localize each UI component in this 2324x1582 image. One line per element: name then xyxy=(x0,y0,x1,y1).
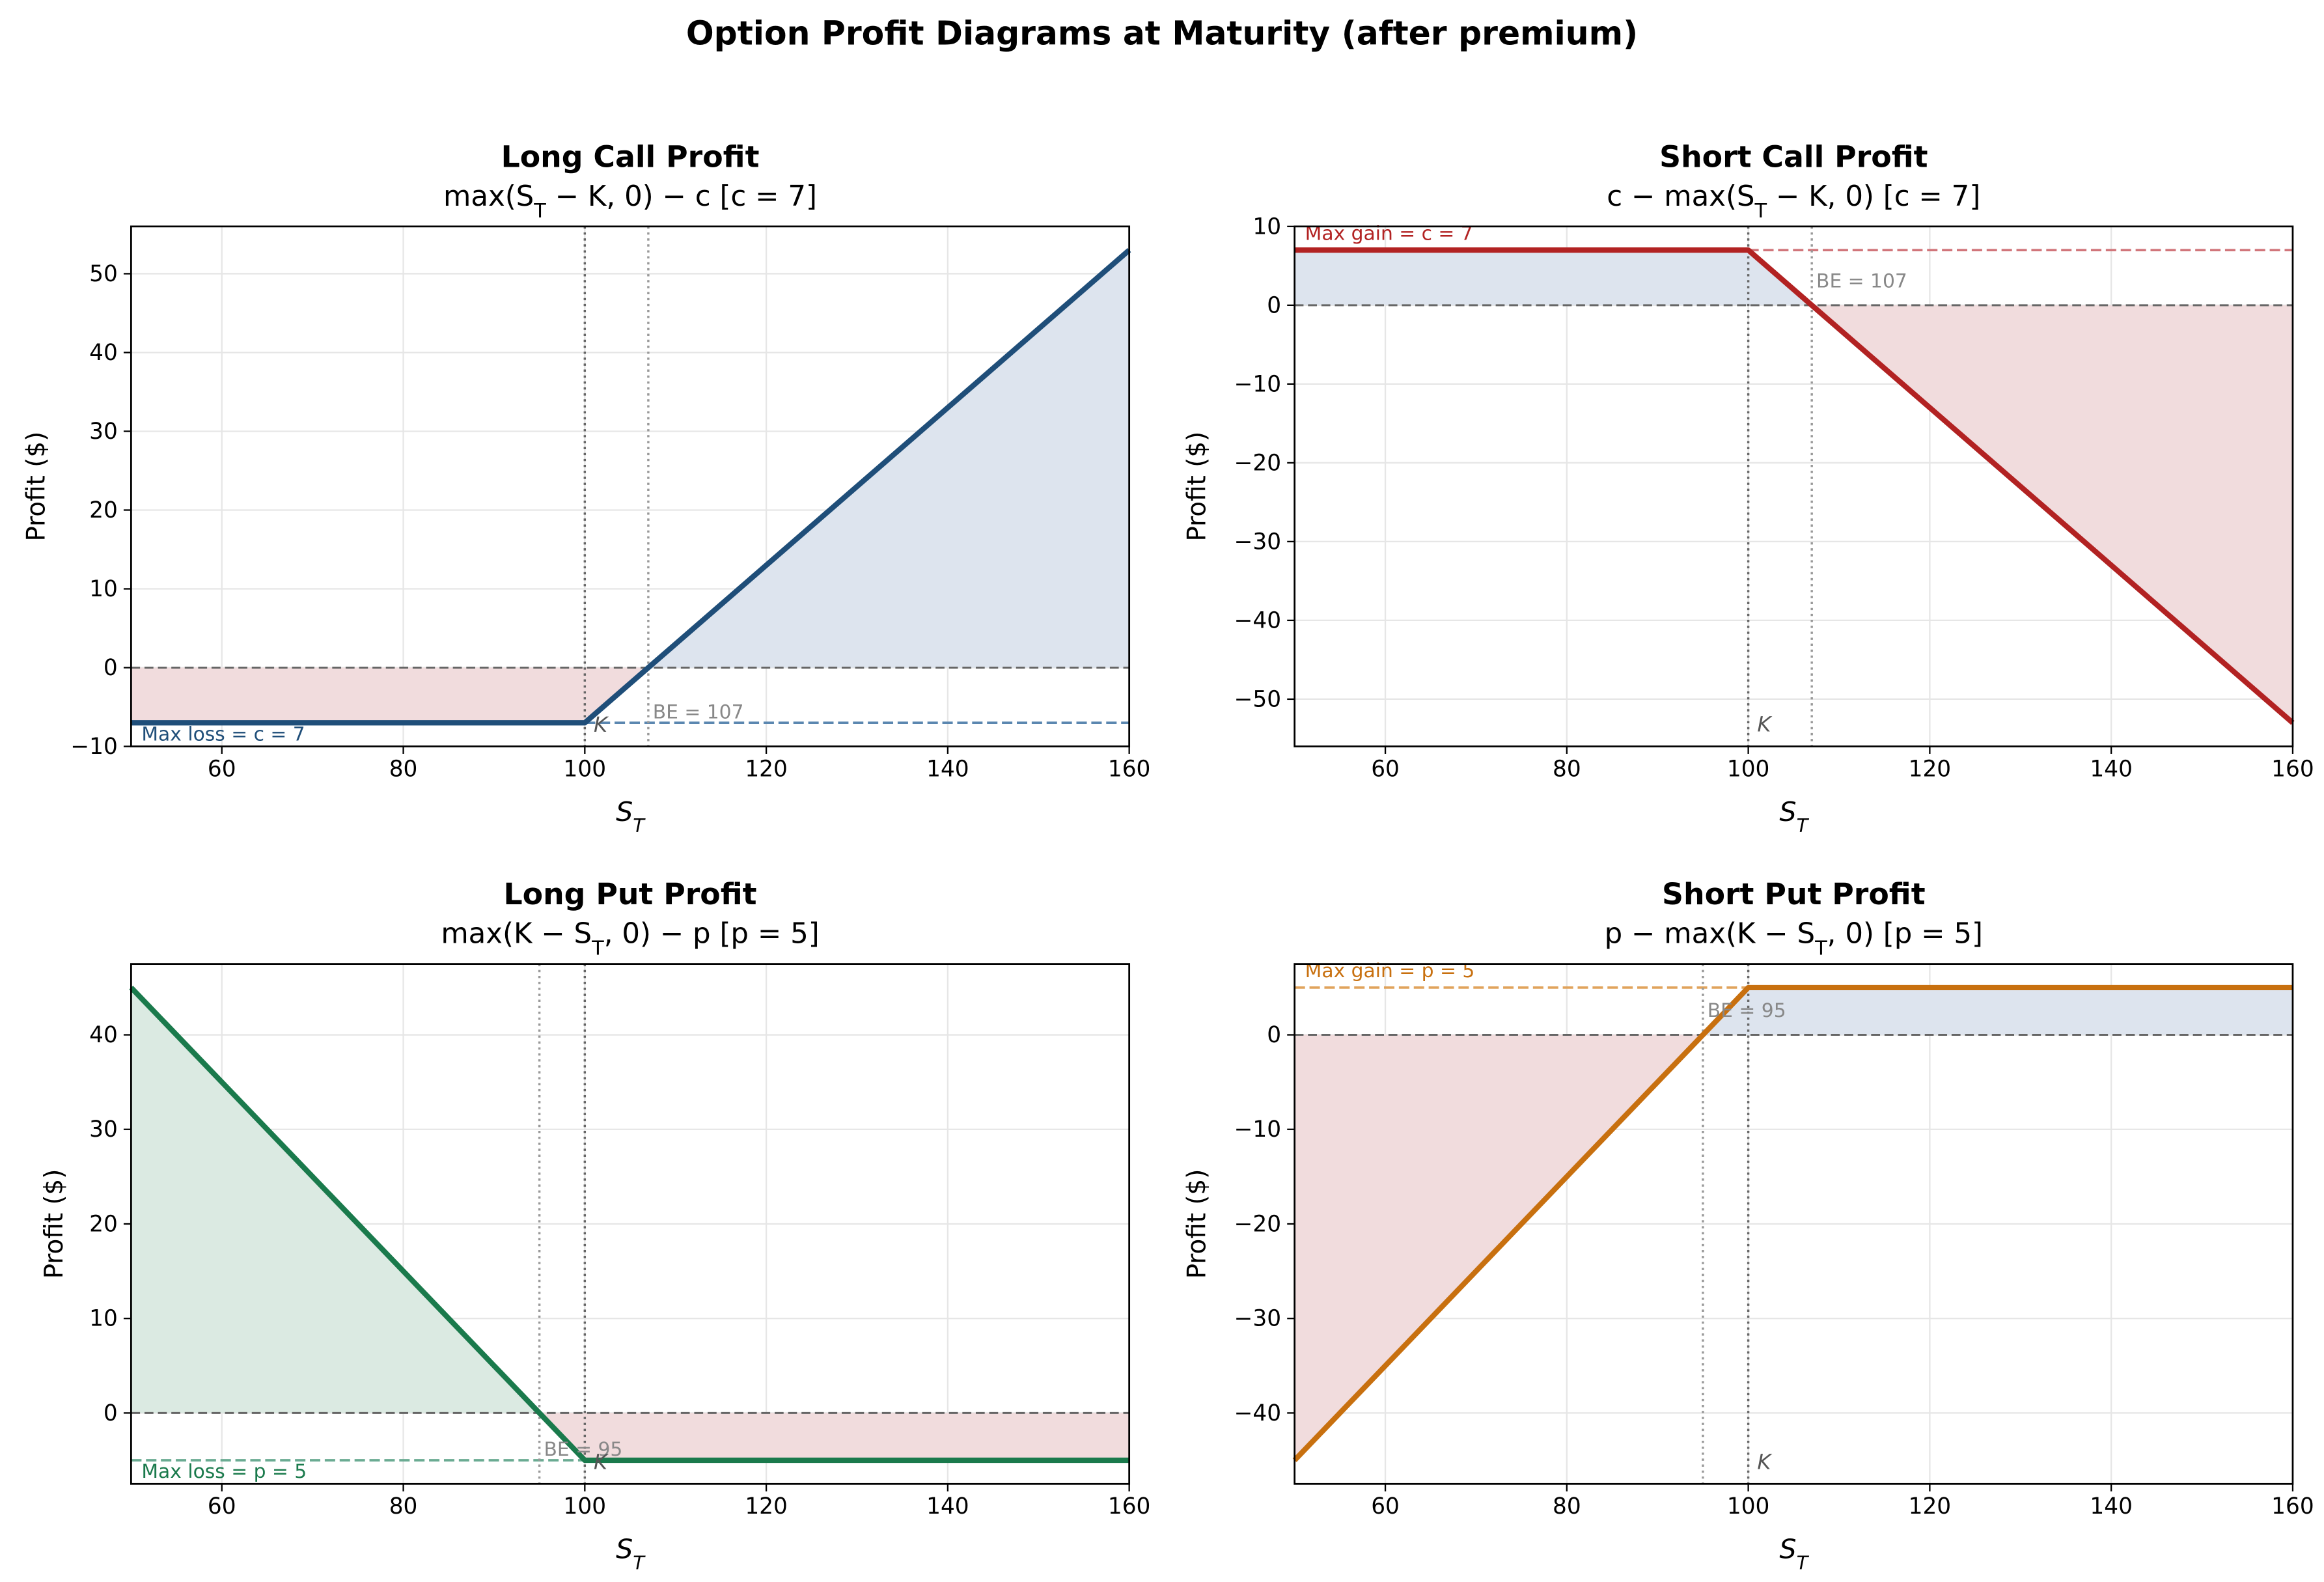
x-axis-label: ST xyxy=(1779,796,1809,837)
y-tick-label: 10 xyxy=(89,576,118,602)
y-tick-label: −30 xyxy=(1234,1306,1281,1332)
y-axis-label: Profit ($) xyxy=(1182,432,1211,542)
profit-line xyxy=(1292,984,2293,1462)
subplot-title: Short Put Profit xyxy=(1662,877,1926,911)
strike-annotation: K xyxy=(594,1450,609,1475)
loss-fill xyxy=(1294,1034,2293,1461)
breakeven-annotation: BE = 107 xyxy=(1816,270,1907,292)
y-tick-label: 20 xyxy=(89,497,118,523)
x-tick-label: 80 xyxy=(1553,1493,1581,1520)
x-axis-label: ST xyxy=(1779,1534,1809,1574)
strike-annotation: K xyxy=(594,712,609,737)
y-tick-label: 10 xyxy=(1252,214,1281,240)
loss-fill xyxy=(1294,305,2293,723)
x-tick-label: 60 xyxy=(208,756,236,782)
loss-fill xyxy=(131,1413,1129,1461)
y-tick-label: 0 xyxy=(1267,1022,1281,1048)
y-tick-label: 40 xyxy=(89,1022,118,1048)
y-tick-label: 20 xyxy=(89,1211,118,1237)
profit-line xyxy=(131,248,1131,726)
subplot: 60 80 100 120 140 160 −10 0 10 20 30 40 50 Max loss =… xyxy=(22,139,1151,837)
y-axis-label: Profit ($) xyxy=(22,432,51,542)
subplot-subtitle: max(K − ST, 0) − p [p = 5] xyxy=(441,918,819,960)
subplot-subtitle: p − max(K − ST, 0) [p = 5] xyxy=(1605,918,1983,960)
axes-frame xyxy=(1293,225,2294,747)
strike-annotation: K xyxy=(1757,1449,1773,1474)
y-tick-label: −10 xyxy=(70,734,117,760)
axes-frame xyxy=(130,963,1131,1485)
axes-frame xyxy=(130,225,1131,747)
x-tick-label: 80 xyxy=(389,1493,418,1520)
y-tick-label: −20 xyxy=(1234,450,1281,476)
x-tick-label: 140 xyxy=(2090,1493,2133,1520)
loss-fill xyxy=(131,667,648,723)
y-tick-label: −30 xyxy=(1234,529,1281,555)
y-tick-label: 0 xyxy=(1267,292,1281,318)
x-tick-label: 160 xyxy=(1108,756,1150,782)
y-tick-label: −40 xyxy=(1234,1400,1281,1426)
x-tick-label: 120 xyxy=(1909,1493,1952,1520)
max-annotation: Max loss = c = 7 xyxy=(141,723,305,745)
y-axis-label: Profit ($) xyxy=(40,1169,69,1279)
y-tick-label: 10 xyxy=(89,1306,118,1332)
x-tick-label: 120 xyxy=(745,756,788,782)
axes-frame xyxy=(1293,963,2294,1485)
x-tick-label: 60 xyxy=(1371,1493,1400,1520)
figure-title: Option Profit Diagrams at Maturity (afte… xyxy=(686,14,1638,52)
profit-fill xyxy=(1294,987,2293,1035)
y-tick-label: 50 xyxy=(89,261,118,287)
breakeven-annotation: BE = 95 xyxy=(1708,999,1786,1022)
y-tick-label: −10 xyxy=(1234,1117,1281,1143)
subplot-subtitle: c − max(ST − K, 0) [c = 7] xyxy=(1607,180,1980,223)
profit-fill xyxy=(1294,250,2293,305)
breakeven-annotation: BE = 95 xyxy=(544,1438,622,1461)
x-tick-label: 140 xyxy=(2090,756,2133,782)
strike-annotation: K xyxy=(1757,712,1773,737)
x-tick-label: 100 xyxy=(1727,1493,1770,1520)
x-tick-label: 140 xyxy=(926,1493,969,1520)
x-tick-label: 120 xyxy=(745,1493,788,1520)
x-tick-label: 60 xyxy=(208,1493,236,1520)
y-axis-label: Profit ($) xyxy=(1182,1169,1211,1279)
x-tick-label: 100 xyxy=(1727,756,1770,782)
subplot-title: Long Put Profit xyxy=(503,877,756,911)
profit-line xyxy=(1294,247,2295,725)
profit-fill xyxy=(131,250,1129,668)
y-tick-label: 30 xyxy=(89,419,118,445)
x-axis-label: ST xyxy=(616,1534,646,1574)
max-annotation: Max loss = p = 5 xyxy=(141,1460,307,1483)
subplot-title: Short Call Profit xyxy=(1659,139,1928,174)
y-tick-label: 0 xyxy=(104,1400,118,1426)
subplot-title: Long Call Profit xyxy=(501,139,760,174)
x-tick-label: 160 xyxy=(2271,1493,2314,1520)
y-tick-label: 0 xyxy=(104,655,118,681)
x-tick-label: 80 xyxy=(389,756,418,782)
x-tick-label: 60 xyxy=(1371,756,1400,782)
x-tick-label: 160 xyxy=(2271,756,2314,782)
x-tick-label: 100 xyxy=(564,1493,607,1520)
y-tick-label: −20 xyxy=(1234,1211,1281,1237)
y-tick-label: 30 xyxy=(89,1117,118,1143)
x-axis-label: ST xyxy=(616,796,646,837)
subplot-subtitle: max(ST − K, 0) − c [c = 7] xyxy=(443,180,817,223)
breakeven-annotation: BE = 107 xyxy=(653,701,744,723)
x-tick-label: 140 xyxy=(926,756,969,782)
y-tick-label: 40 xyxy=(89,340,118,366)
x-tick-label: 100 xyxy=(564,756,607,782)
y-tick-label: −40 xyxy=(1234,607,1281,633)
y-tick-label: −50 xyxy=(1234,686,1281,712)
x-tick-label: 120 xyxy=(1909,756,1952,782)
x-tick-label: 160 xyxy=(1108,1493,1150,1520)
subplot: 60 80 100 120 140 160 0 10 20 30 40 Max loss = p = … xyxy=(40,877,1150,1574)
y-tick-label: −10 xyxy=(1234,371,1281,397)
profit-line xyxy=(129,986,1129,1464)
x-tick-label: 80 xyxy=(1553,756,1581,782)
